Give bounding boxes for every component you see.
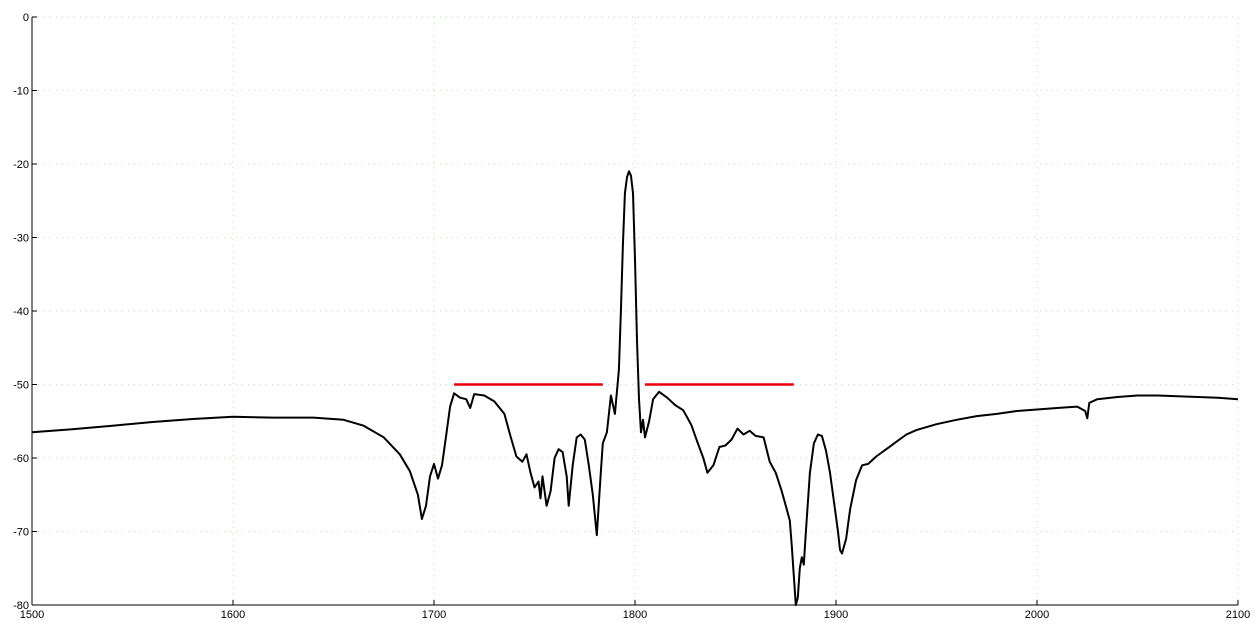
x-tick-label: 2000 — [1025, 609, 1049, 621]
x-tick-label: 2100 — [1226, 609, 1250, 621]
y-tick-label: -30 — [13, 233, 29, 245]
x-tick-label: 1800 — [623, 609, 647, 621]
y-tick-label: -60 — [13, 453, 29, 465]
tick-labels: 1500 1600 1700 1800 1900 2000 2100 0 -10 -20 -30 -4… — [13, 12, 1250, 621]
grid — [32, 16, 1239, 605]
y-tick-label: -80 — [13, 600, 29, 612]
spectrum-line — [31, 170, 1239, 606]
plot-area — [31, 170, 1239, 606]
x-tick-label: 1500 — [20, 609, 44, 621]
axes — [31, 16, 1239, 606]
y-tick-label: -40 — [13, 306, 29, 318]
y-tick-label: 0 — [23, 12, 29, 24]
x-tick-label: 1700 — [422, 609, 446, 621]
y-tick-label: -70 — [13, 527, 29, 539]
y-tick-label: -20 — [13, 159, 29, 171]
x-tick-label: 1900 — [824, 609, 848, 621]
y-tick-label: -50 — [13, 380, 29, 392]
y-tick-label: -10 — [13, 86, 29, 98]
x-tick-label: 1600 — [221, 609, 245, 621]
